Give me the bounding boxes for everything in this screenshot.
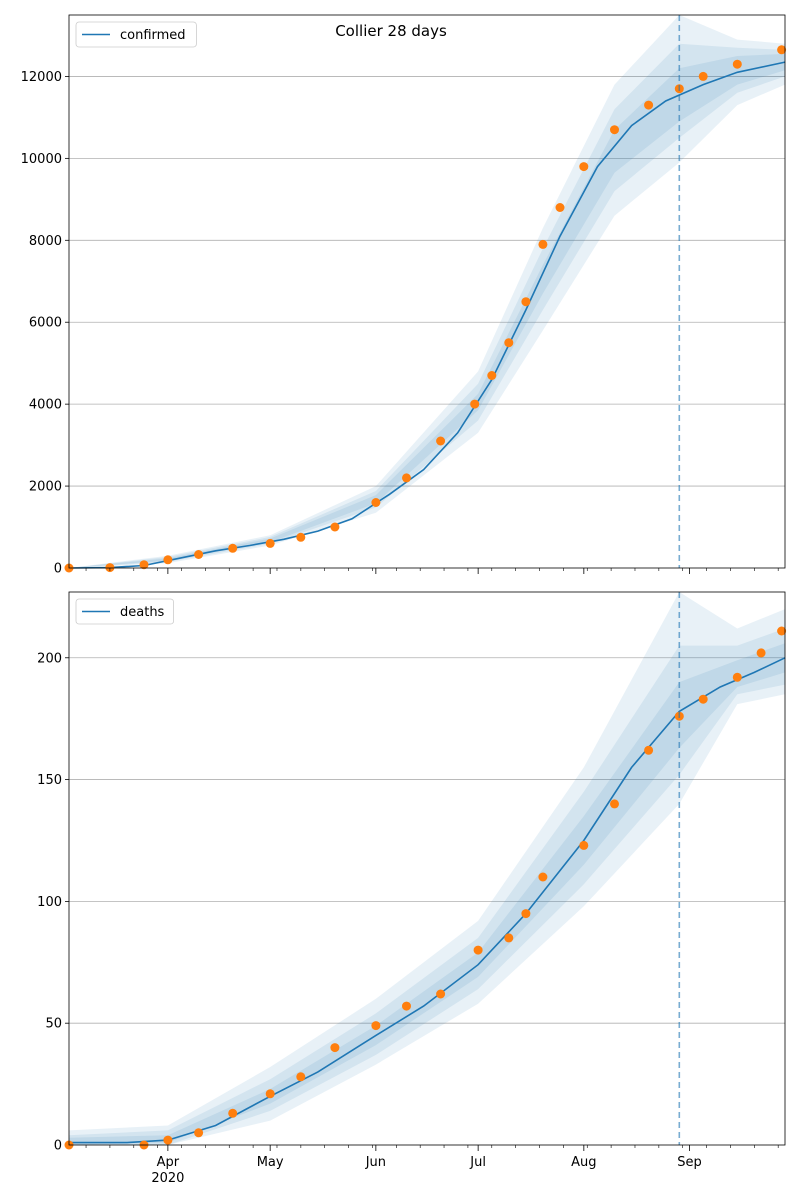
observed-point — [756, 648, 766, 658]
confidence-band-3 — [69, 53, 785, 568]
y-tick-label: 12000 — [21, 70, 62, 85]
confidence-band-2 — [69, 43, 785, 568]
observed-point — [610, 799, 619, 809]
observed-point — [698, 694, 708, 704]
x-tick-label: Jun — [365, 1155, 386, 1170]
x-tick-label: Sep — [677, 1155, 702, 1170]
observed-point — [228, 543, 238, 553]
y-tick-label: 10000 — [21, 152, 62, 167]
observed-point — [521, 297, 531, 307]
observed-point — [473, 945, 483, 955]
model-line — [68, 61, 786, 569]
observed-point — [436, 989, 446, 999]
observed-point — [555, 203, 565, 212]
legend-entry: confirmed — [120, 28, 186, 43]
y-tick-label: 0 — [54, 1139, 62, 1154]
confidence-band-2 — [69, 628, 785, 1145]
confidence-band-3 — [69, 643, 785, 1145]
y-tick-label: 200 — [37, 651, 62, 666]
observed-point — [265, 538, 275, 548]
legend-entry: deaths — [120, 605, 165, 620]
x-tick-label: May — [257, 1155, 284, 1170]
observed-point — [521, 909, 531, 919]
observed-point — [777, 45, 787, 55]
observed-point — [470, 399, 480, 409]
x-tick-label: Aug — [571, 1155, 596, 1170]
observed-point — [732, 672, 742, 682]
chart-title: Collier 28 days — [335, 22, 447, 40]
observed-point — [194, 1128, 204, 1138]
x-tick-label: Jul — [469, 1155, 486, 1170]
x-tick-year-label: 2020 — [151, 1171, 184, 1186]
legend-box — [75, 598, 174, 625]
observed-point — [538, 872, 548, 882]
chart-panel-1: 0 2000 4000 6000 8000 10000 12000 Collier 28 da… — [21, 14, 787, 577]
y-tick-label: 6000 — [29, 316, 62, 331]
observed-point — [732, 59, 742, 69]
observed-point — [265, 1089, 275, 1099]
observed-point — [371, 498, 381, 507]
observed-point — [402, 1001, 411, 1011]
confidence-band-1 — [69, 15, 785, 568]
observed-point — [296, 532, 306, 542]
observed-point — [579, 162, 589, 172]
observed-point — [330, 1043, 340, 1053]
observed-point — [538, 239, 548, 249]
legend: confirmed — [75, 21, 197, 48]
observed-point — [436, 436, 446, 446]
observed-point — [402, 473, 411, 483]
x-tick-label: Apr — [157, 1155, 180, 1170]
observed-point — [371, 1021, 381, 1031]
y-tick-label: 50 — [45, 1017, 62, 1032]
y-tick-label: 0 — [54, 562, 62, 577]
confidence-band-1 — [69, 592, 785, 1145]
observed-point — [163, 1135, 173, 1145]
observed-point — [504, 338, 514, 348]
observed-point — [296, 1072, 306, 1082]
legend-box — [75, 21, 197, 48]
axes-frame — [68, 591, 786, 1146]
observed-point — [644, 100, 654, 110]
y-tick-label: 150 — [37, 773, 62, 788]
observed-point — [644, 745, 654, 755]
y-tick-label: 2000 — [29, 480, 62, 495]
observed-point — [194, 550, 204, 559]
observed-point — [698, 71, 708, 81]
observed-point — [105, 563, 115, 573]
y-tick-label: 100 — [37, 895, 62, 910]
observed-point — [610, 125, 619, 135]
y-tick-label: 8000 — [29, 234, 62, 249]
observed-point — [504, 933, 514, 943]
observed-point — [139, 560, 149, 570]
observed-point — [330, 522, 340, 532]
observed-point — [777, 626, 787, 636]
observed-point — [579, 840, 589, 850]
y-tick-label: 4000 — [29, 398, 62, 413]
observed-point — [487, 371, 497, 380]
legend: deaths — [75, 598, 174, 625]
axes-frame — [68, 14, 786, 569]
observed-point — [163, 555, 173, 565]
observed-point — [228, 1108, 238, 1118]
